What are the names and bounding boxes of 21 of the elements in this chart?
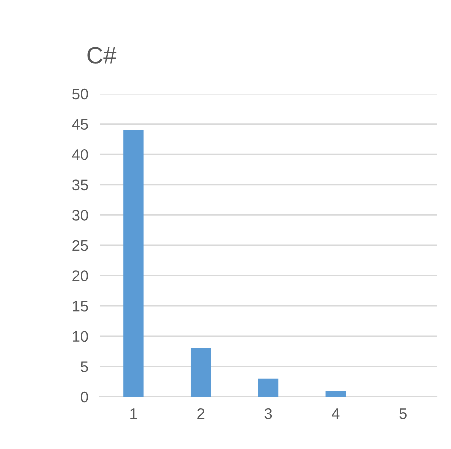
x-tick-label: 1 bbox=[130, 408, 138, 420]
x-tick-label: 4 bbox=[332, 408, 340, 420]
bar bbox=[124, 130, 144, 397]
x-tick-label: 5 bbox=[400, 408, 407, 420]
chart-title: C# bbox=[88, 47, 117, 64]
y-tick-label: 0 bbox=[80, 392, 88, 403]
y-tick-label: 20 bbox=[72, 270, 88, 282]
bar bbox=[190, 348, 212, 397]
y-tick-label: 30 bbox=[72, 210, 88, 221]
y-tick-label: 35 bbox=[72, 180, 88, 191]
y-tick-label: 10 bbox=[73, 331, 88, 342]
bar bbox=[326, 390, 346, 397]
y-tick-label: 15 bbox=[73, 301, 88, 312]
y-tick-label: 5 bbox=[81, 362, 88, 372]
bar bbox=[258, 378, 279, 397]
x-tick-label: 2 bbox=[198, 408, 205, 420]
y-tick-label: 45 bbox=[72, 119, 88, 130]
y-tick-label: 40 bbox=[72, 149, 88, 160]
y-tick-label: 25 bbox=[72, 240, 88, 252]
y-tick-label: 50 bbox=[72, 88, 88, 100]
x-tick-label: 3 bbox=[264, 408, 272, 420]
